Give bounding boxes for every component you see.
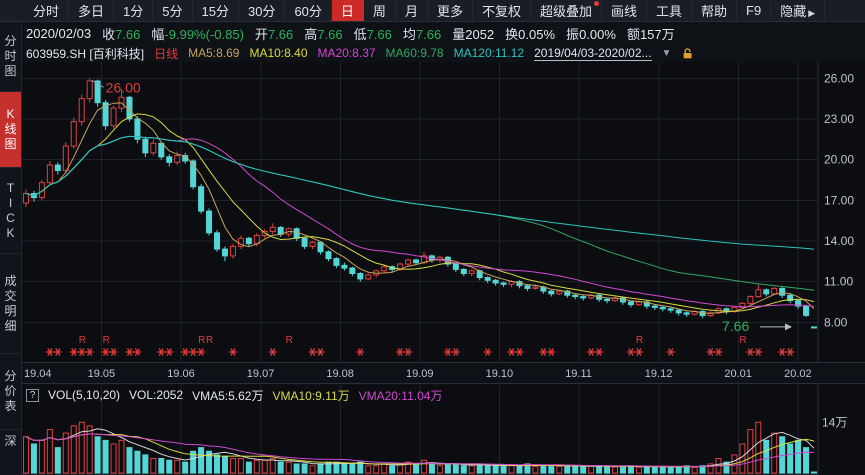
- ma-label: MA120:11.12: [454, 46, 525, 60]
- event-marker-r: R: [286, 335, 293, 346]
- menu-item-more[interactable]: 更多: [428, 0, 473, 21]
- quote-field: 开7.66: [255, 24, 293, 43]
- ma-labels: MA5:8.69 MA10:8.40 MA20:8.37 MA60:9.78 MA120…: [188, 46, 524, 60]
- x-axis-label: 19.08: [326, 368, 354, 380]
- indicator-help-icon[interactable]: ?: [26, 389, 39, 402]
- menu-item-week[interactable]: 周: [364, 0, 396, 21]
- menu-item-5min[interactable]: 5分: [153, 0, 192, 21]
- menu-item-1min[interactable]: 1分: [114, 0, 153, 21]
- date-range-selector[interactable]: 2019/04/03-2020/02...: [534, 46, 651, 61]
- x-axis-label: 19.07: [247, 368, 275, 380]
- chevron-down-icon[interactable]: ▼: [662, 48, 672, 59]
- menu-item-no-adjust[interactable]: 不复权: [473, 0, 531, 21]
- vol-field: VMA5:5.62万: [192, 387, 263, 404]
- x-axis-label: 19.06: [167, 368, 195, 380]
- quote-field: 幅-9.99%(-0.85): [151, 24, 244, 43]
- x-axis-label: 19.12: [645, 368, 673, 380]
- quote-field: 量2052: [452, 24, 494, 43]
- expand-arrow-icon: ▶: [808, 8, 815, 18]
- vol-indicator-title: VOL(5,10,20): [48, 388, 120, 402]
- quote-field: 收7.66: [102, 24, 140, 43]
- quote-field: 振0.00%: [566, 24, 616, 43]
- menu-item-f9[interactable]: F9: [737, 2, 771, 19]
- period-label: 日线: [154, 45, 178, 62]
- lock-icon[interactable]: [681, 47, 694, 60]
- x-axis-row: 19.04 19.05 19.06 19.07 19.08 19.09 19.10 19.11…: [22, 364, 865, 384]
- x-axis-label: 19.10: [486, 368, 514, 380]
- price-axis-label: 14.00: [824, 234, 854, 248]
- event-marker-r: R: [206, 335, 213, 346]
- event-marker-r: R: [198, 335, 205, 346]
- left-tab-sidebar: 分时图K线图TICK成交明细分价表深: [0, 22, 22, 475]
- x-axis-label: 19.09: [406, 368, 434, 380]
- price-axis-label: 23.00: [824, 112, 854, 126]
- menu-item-day[interactable]: 日: [332, 0, 364, 21]
- menu-item-tools[interactable]: 工具: [647, 0, 692, 21]
- quote-field: 均7.66: [403, 24, 441, 43]
- main-kline-chart[interactable]: 26.0023.0020.0017.0014.0011.008.00RRRRRR…: [22, 62, 865, 363]
- symbol-name: 603959.SH [百利科技]: [26, 45, 144, 62]
- menu-item-duori[interactable]: 多日: [69, 0, 114, 21]
- last-price-annotation: 7.66: [722, 318, 749, 334]
- vol-field: VOL:2052: [129, 388, 183, 402]
- indicator-bar: 603959.SH [百利科技] 日线 MA5:8.69 MA10:8.40 MA2…: [22, 44, 865, 62]
- volume-axis-label: 14万: [822, 415, 847, 429]
- sidebar-item-fenshitu[interactable]: 分时图: [0, 22, 21, 92]
- x-axis-label: 20.02: [784, 368, 812, 380]
- ma-label: MA60:9.78: [386, 46, 444, 60]
- sidebar-item-tick[interactable]: TICK: [0, 168, 21, 254]
- menu-item-help[interactable]: 帮助: [692, 0, 737, 21]
- price-chart-svg[interactable]: 26.0023.0020.0017.0014.0011.008.00RRRRRR…: [22, 62, 865, 363]
- menu-item-30min[interactable]: 30分: [239, 0, 285, 21]
- quote-date: 2020/02/03: [26, 26, 91, 41]
- event-marker-r: R: [103, 335, 110, 346]
- x-axis-label: 19.04: [24, 368, 52, 380]
- sidebar-item-chengjiaomingxi[interactable]: 成交明细: [0, 254, 21, 354]
- peak-price-annotation: 26.00: [106, 79, 141, 95]
- sidebar-item-kxiantu[interactable]: K线图: [0, 92, 21, 168]
- event-marker-r: R: [636, 335, 643, 346]
- price-axis-label: 11.00: [824, 275, 853, 289]
- vol-field: VMA20:11.04万: [359, 387, 443, 404]
- top-menu-bar: 分时多日1分5分15分30分60分日周月更多不复权超级叠加画线工具帮助F9隐藏▶: [0, 0, 865, 22]
- volume-indicator-bar: ? VOL(5,10,20) VOL:2052 VMA5:5.62万 VMA10:9…: [26, 386, 442, 404]
- volume-pane[interactable]: ? VOL(5,10,20) VOL:2052 VMA5:5.62万 VMA10:9…: [22, 385, 865, 475]
- price-axis-label: 26.00: [824, 71, 854, 85]
- menu-item-hide[interactable]: 隐藏▶: [771, 0, 825, 21]
- menu-item-super-overlay[interactable]: 超级叠加: [531, 0, 602, 21]
- price-axis-label: 17.00: [824, 193, 854, 207]
- x-axis-label: 19.11: [565, 368, 592, 380]
- quote-info-bar: 2020/02/03 收7.66 幅-9.99%(-0.85) 开7.66 高7.66…: [22, 22, 865, 44]
- ma-label: MA10:8.40: [249, 46, 307, 60]
- quote-field: 额157万: [627, 24, 675, 43]
- quote-field: 低7.66: [354, 24, 392, 43]
- x-axis-label: 19.05: [88, 368, 116, 380]
- ma-label: MA20:8.37: [318, 46, 376, 60]
- sidebar-item-shen[interactable]: 深: [0, 430, 21, 475]
- menu-item-draw-line[interactable]: 画线: [602, 0, 647, 21]
- menu-item-fenshi[interactable]: 分时: [24, 0, 69, 21]
- price-axis-label: 20.00: [824, 153, 854, 167]
- menu-item-60min[interactable]: 60分: [285, 0, 331, 21]
- stock-app-window: 分时多日1分5分15分30分60分日周月更多不复权超级叠加画线工具帮助F9隐藏▶…: [0, 0, 865, 475]
- vol-field: VMA10:9.11万: [272, 387, 349, 404]
- event-marker-r: R: [79, 335, 86, 346]
- quote-field: 高7.66: [304, 24, 342, 43]
- menu-item-15min[interactable]: 15分: [193, 0, 239, 21]
- quote-field: 换0.05%: [505, 24, 555, 43]
- x-axis-label: 20.01: [724, 368, 752, 380]
- price-axis-label: 8.00: [824, 315, 848, 329]
- sidebar-item-fenjiabiao[interactable]: 分价表: [0, 354, 21, 430]
- menu-item-month[interactable]: 月: [396, 0, 428, 21]
- event-marker-r: R: [739, 335, 746, 346]
- ma-label: MA5:8.69: [188, 46, 239, 60]
- notification-dot-icon: [594, 1, 599, 6]
